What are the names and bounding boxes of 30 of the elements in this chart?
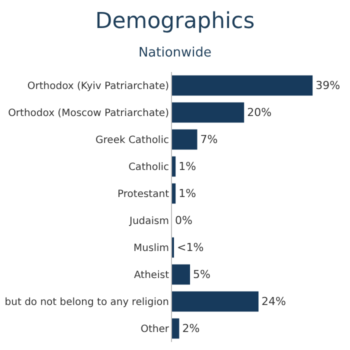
- data-label: 0%: [175, 214, 192, 228]
- bar: [172, 75, 313, 96]
- y-tick-label: Orthodox (Moscow Patriarchate): [8, 108, 170, 119]
- chart-subtitle: Nationwide: [138, 46, 212, 61]
- data-label: 7%: [200, 133, 218, 146]
- bar: [172, 318, 180, 339]
- data-label: <1%: [177, 241, 204, 254]
- y-tick-label: but do not belong to any religion: [4, 297, 169, 308]
- y-tick-label: Orthodox (Kyiv Patriarchate): [27, 81, 170, 92]
- y-tick-label: Greek Catholic: [96, 135, 169, 146]
- bar: [172, 102, 244, 123]
- bar: [172, 264, 190, 285]
- bar: [172, 183, 176, 204]
- bar: [172, 156, 176, 177]
- y-tick-label: Atheist: [134, 270, 170, 281]
- chart-title: Demographics: [95, 9, 255, 34]
- bar: [172, 291, 259, 312]
- data-label: 1%: [178, 187, 196, 200]
- y-tick-label: Catholic: [128, 162, 169, 173]
- y-tick-label: Other: [140, 324, 170, 335]
- data-label: 5%: [193, 268, 210, 282]
- y-tick-label: Protestant: [118, 189, 170, 200]
- data-label: 24%: [262, 295, 286, 308]
- y-tick-label: Judaism: [128, 216, 169, 227]
- y-tick-label: Muslim: [134, 243, 169, 254]
- data-label: 1%: [178, 160, 196, 174]
- data-label: 2%: [182, 322, 200, 336]
- bar: [172, 129, 198, 150]
- data-label: 39%: [316, 79, 340, 92]
- data-label: 20%: [247, 106, 272, 120]
